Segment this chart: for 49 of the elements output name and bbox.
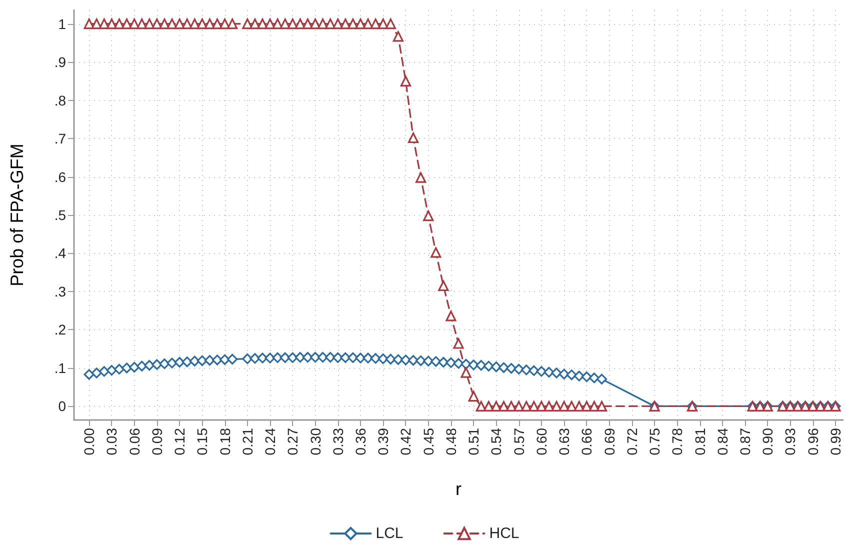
x-tick-label: 0.42	[398, 428, 414, 456]
y-tick-label: .1	[54, 360, 66, 376]
x-tick-label: 0.54	[488, 428, 504, 456]
x-tick-label: 0.66	[578, 428, 595, 456]
x-tick-label: 0.60	[533, 428, 550, 456]
y-axis-title: Prob of FPA-GFM	[7, 144, 27, 286]
x-tick-label: 0.48	[442, 428, 459, 456]
x-tick-label: 0.78	[669, 428, 686, 456]
x-tick-label: 0.36	[352, 428, 368, 456]
x-tick-label: 0.45	[420, 428, 436, 456]
x-tick-label: 0.90	[760, 428, 776, 456]
legend-label: LCL	[376, 525, 404, 542]
y-tick-label: .6	[54, 168, 66, 185]
x-axis-title: r	[456, 479, 462, 499]
x-tick-label: 0.15	[194, 428, 210, 456]
x-tick-label: 0.93	[782, 428, 798, 456]
x-tick-label: 0.72	[624, 428, 640, 456]
x-tick-label: 0.12	[172, 428, 188, 456]
x-tick-label: 0.84	[714, 428, 730, 456]
x-tick-label: 0.33	[330, 428, 346, 456]
x-tick-label: 0.57	[510, 428, 527, 456]
x-tick-label: 0.63	[556, 428, 572, 456]
x-tick-label: 0.96	[804, 428, 821, 456]
x-tick-label: 0.03	[104, 428, 120, 456]
y-tick-label: .4	[54, 245, 66, 262]
y-tick-label: .8	[54, 92, 66, 108]
y-tick-label: .7	[54, 130, 66, 147]
x-tick-label: 0.06	[126, 428, 142, 456]
x-tick-label: 0.21	[239, 428, 256, 456]
y-tick-label: .9	[54, 54, 66, 70]
x-tick-label: 0.30	[307, 428, 324, 456]
x-tick-label: 0.27	[284, 428, 301, 456]
x-tick-label: 0.18	[216, 428, 233, 456]
y-tick-label: .5	[54, 207, 66, 223]
x-tick-label: 0.69	[601, 428, 618, 456]
x-tick-label: 0.51	[466, 428, 482, 456]
x-tick-label: 0.75	[646, 428, 663, 456]
x-tick-label: 0.39	[375, 428, 392, 456]
x-tick-label: 0.87	[736, 428, 753, 456]
x-tick-label: 0.09	[148, 428, 165, 456]
y-tick-label: .3	[54, 283, 66, 300]
x-tick-label: 0.99	[827, 428, 844, 456]
y-tick-label: 1	[58, 16, 66, 32]
x-tick-label: 0.81	[692, 428, 708, 456]
x-tick-label: 0.00	[81, 428, 98, 456]
y-tick-label: 0	[58, 398, 66, 414]
x-tick-label: 0.24	[262, 428, 278, 456]
y-tick-label: .2	[54, 322, 66, 338]
legend-label: HCL	[489, 525, 520, 542]
